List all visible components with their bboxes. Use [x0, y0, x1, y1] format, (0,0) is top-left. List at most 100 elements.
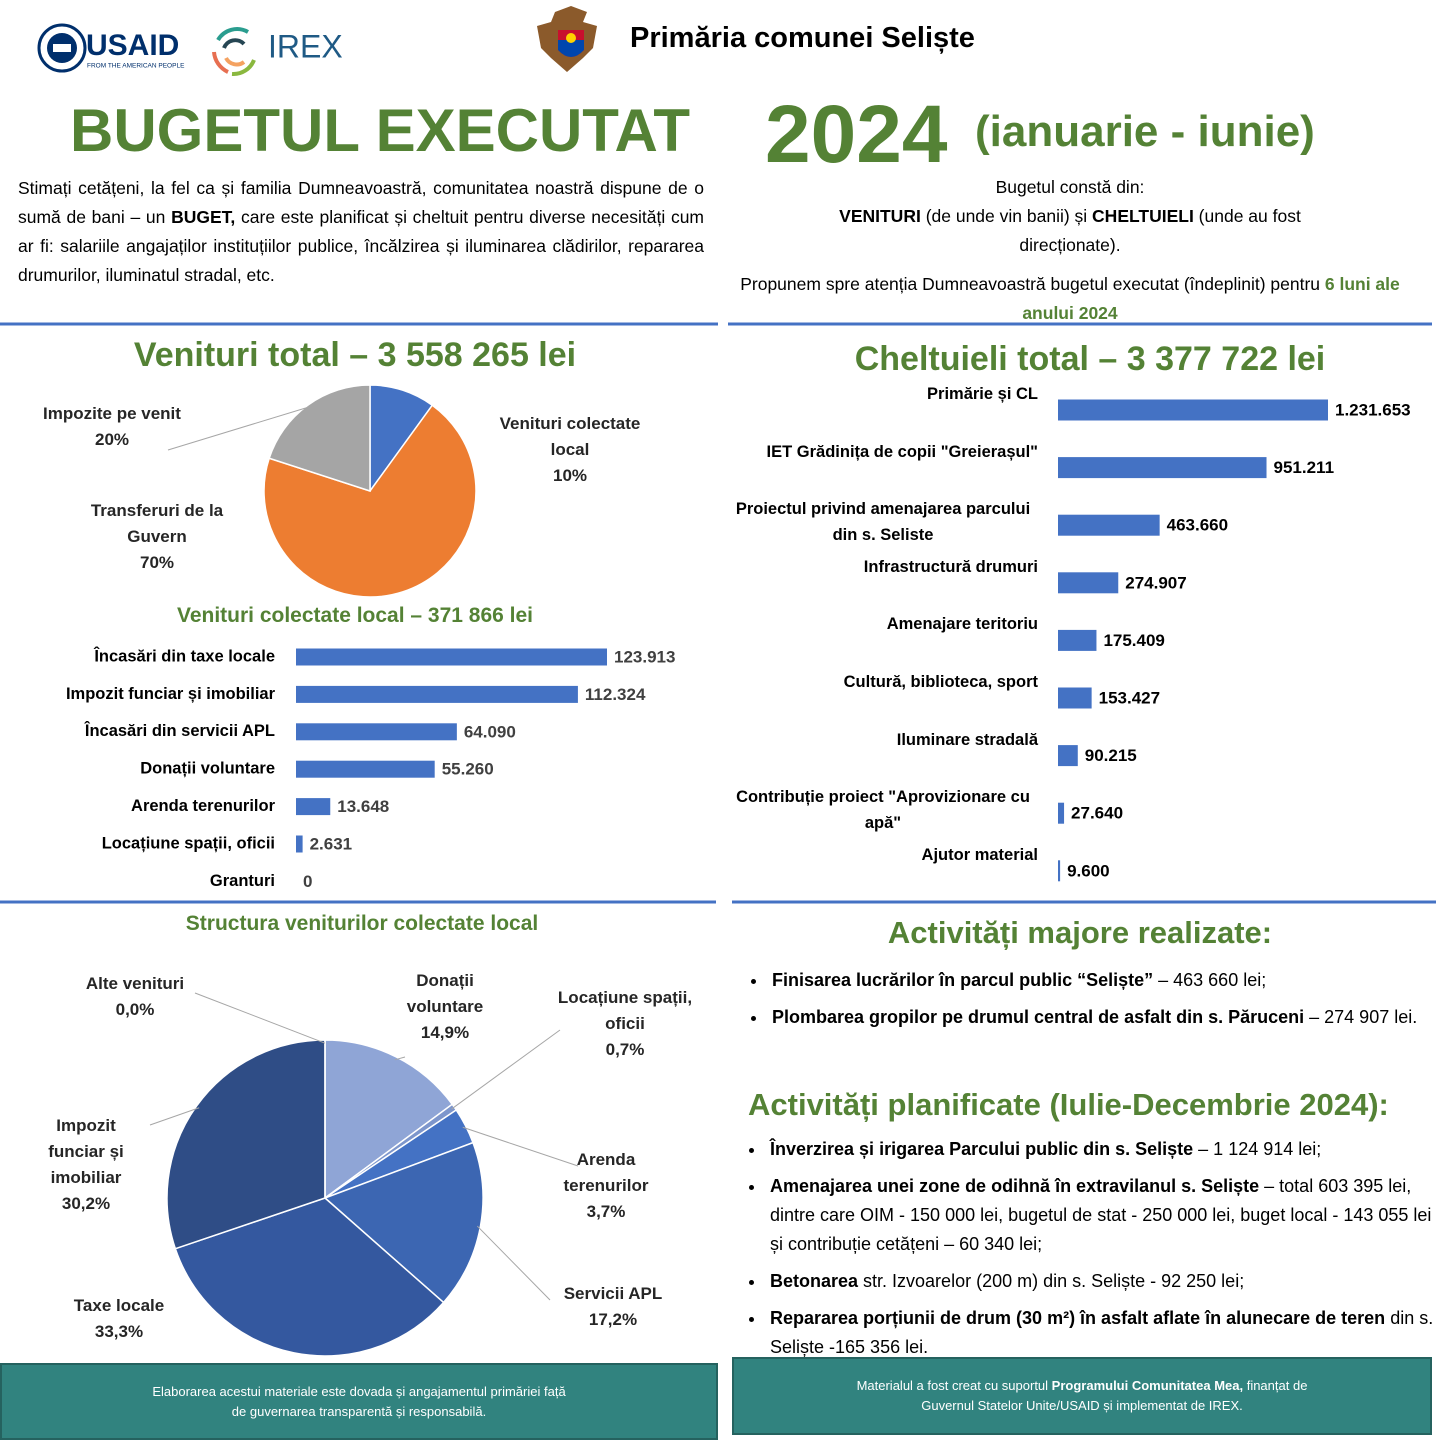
intro-highlight: 6 luni ale anului 2024	[1022, 274, 1400, 323]
bar	[1058, 457, 1267, 479]
intro-text: Stimați cetățeni, la fel ca și familia D…	[18, 178, 704, 227]
bar	[296, 723, 457, 741]
bar	[1058, 860, 1061, 882]
category-label: Primărie și CL	[927, 385, 1038, 403]
planned-title: Activități planificate (Iulie-Decembrie …	[748, 1087, 1389, 1122]
list-item: Înverzirea și irigarea Parcului public d…	[766, 1135, 1436, 1164]
value-label: 123.913	[614, 647, 675, 666]
main-period: (ianuarie - iunie)	[975, 107, 1315, 156]
value-label: 112.324	[585, 685, 646, 704]
list-item: Amenajarea unei zone de odihnă în extrav…	[766, 1172, 1436, 1259]
list-item: Repararea porțiunii de drum (30 m²) în a…	[766, 1304, 1436, 1362]
item-bold: Repararea porțiunii de drum (30 m²) în a…	[770, 1308, 1386, 1328]
category-label: Infrastructură drumuri	[863, 557, 1038, 576]
category-label: Încasări din servicii APL	[84, 721, 275, 740]
chart-title: Venituri total – 3 558 265 lei	[133, 336, 577, 374]
intro-text: Propunem spre atenția Dumneavoastră buge…	[740, 274, 1325, 294]
list-item: Betonarea str. Izvoarelor (200 m) din s.…	[766, 1267, 1436, 1296]
leader-line	[476, 1225, 551, 1301]
value-label: 90.215	[1085, 746, 1137, 765]
usaid-tagline: FROM THE AMERICAN PEOPLE	[87, 63, 185, 70]
leader-line	[394, 1056, 406, 1061]
pie-category: Venituri colectate local	[499, 414, 641, 459]
value-label: 13.648	[337, 797, 389, 816]
irex-logo: IREX	[212, 27, 343, 77]
list-item: Plombarea gropilor pe drumul central de …	[768, 1003, 1428, 1032]
realized-title: Activități majore realizate:	[887, 915, 1273, 950]
value-label: 55.260	[442, 760, 494, 779]
item-bold: Înverzirea și irigarea Parcului public d…	[770, 1139, 1194, 1159]
planned-list: Înverzirea și irigarea Parcului public d…	[736, 1135, 1436, 1370]
bar	[296, 648, 607, 666]
bar	[296, 685, 578, 703]
pie-category: Arenda terenurilor	[563, 1150, 649, 1195]
value-label: 2.631	[310, 834, 353, 853]
bar	[1058, 514, 1160, 536]
value-label: 9.600	[1067, 861, 1110, 880]
intro-bold: VENITURI	[839, 206, 921, 226]
pie-category: Alte venituri	[85, 974, 185, 993]
pie-value-label: 0,7%	[605, 1040, 645, 1059]
pie-label: Impozit funciar și imobiliar 30,2%	[31, 1113, 141, 1217]
item-text: – 463 660 lei;	[1153, 970, 1267, 990]
pie-category: Servicii APL	[563, 1284, 663, 1303]
category-label: Arenda terenurilor	[131, 797, 276, 815]
footer-left: Elaborarea acestui materiale este dovada…	[0, 1363, 718, 1440]
category-label: Impozit funciar și imobiliar	[66, 685, 276, 703]
pie-category: Transferuri de la Guvern	[90, 501, 224, 546]
bar	[1058, 629, 1097, 651]
pie-slice	[166, 1039, 326, 1250]
footer-text: Materialul a fost creat cu suportul	[856, 1378, 1052, 1393]
pie-value-label: 33,3%	[94, 1322, 144, 1341]
pie-label: Alte venituri 0,0%	[65, 971, 205, 1023]
chart-title: Cheltuieli total – 3 377 722 lei	[854, 340, 1326, 378]
footer-text: finanțat de Guvernul Statelor Unite/USAI…	[921, 1378, 1308, 1413]
pie-label: Taxe locale 33,3%	[49, 1293, 189, 1345]
institution: Primăria comunei Seliște	[630, 22, 975, 54]
item-bold: Betonarea	[770, 1271, 859, 1291]
leader-line	[194, 992, 326, 1044]
item-text: din s. Seliște -165 356 lei.	[770, 1308, 1434, 1357]
pie-category: Taxe locale	[73, 1296, 165, 1315]
pie-label: Locațiune spații, oficii 0,7%	[558, 985, 693, 1063]
list-item: Finisarea lucrărilor în parcul public “S…	[768, 966, 1428, 995]
value-label: 175.409	[1103, 631, 1164, 650]
intro-text: care este planificat și cheltuit pentru …	[18, 207, 704, 285]
item-text: str. Izvoarelor (200 m) din s. Seliște -…	[858, 1271, 1245, 1291]
pie-label: Servicii APL 17,2%	[543, 1281, 683, 1333]
category-label: Iluminare stradală	[896, 730, 1038, 749]
item-text: – 1 124 914 lei;	[1193, 1139, 1322, 1159]
category-label: IET Grădinița de copii "Greierașul"	[766, 442, 1038, 461]
value-label: 951.211	[1274, 458, 1335, 477]
pie-value-label: 17,2%	[588, 1310, 638, 1329]
intro-bold: CHELTUIELI	[1092, 206, 1194, 226]
category-label: Contribuție proiect "Aprovizionare cu ap…	[736, 788, 1030, 833]
value-label: 153.427	[1099, 688, 1160, 707]
irex-wordmark: IREX	[268, 28, 343, 64]
category-label: Donații voluntare	[140, 760, 275, 778]
item-bold: Plombarea gropilor pe drumul central de …	[772, 1007, 1305, 1027]
pie-value-label: 14,9%	[420, 1023, 470, 1042]
bar	[296, 798, 331, 816]
bar	[296, 835, 303, 853]
intro-heading: Bugetul constă din:	[995, 177, 1145, 197]
category-label: Locațiune spații, oficii	[102, 834, 275, 852]
footer-bold: Programului Comunitatea Mea,	[1051, 1378, 1244, 1393]
pie-slice	[324, 1039, 454, 1200]
pie-slice	[263, 404, 477, 598]
leader-line	[462, 1126, 579, 1167]
value-label: 0	[303, 872, 312, 891]
leader-line	[451, 1029, 561, 1110]
pie-label: Venituri colectate local 10%	[490, 411, 650, 489]
chart-title: Structura veniturilor colectate local	[185, 912, 539, 935]
pie-value-label: 70%	[139, 553, 175, 572]
category-label: Granturi	[210, 872, 275, 890]
intro-text: (unde au fost direcționate).	[1019, 206, 1301, 255]
bar	[1058, 802, 1065, 824]
item-text: – 274 907 lei.	[1304, 1007, 1418, 1027]
intro-bold: BUGET,	[171, 207, 236, 227]
value-label: 1.231.653	[1335, 400, 1411, 419]
bar	[1058, 572, 1119, 594]
value-label: 64.090	[464, 722, 516, 741]
